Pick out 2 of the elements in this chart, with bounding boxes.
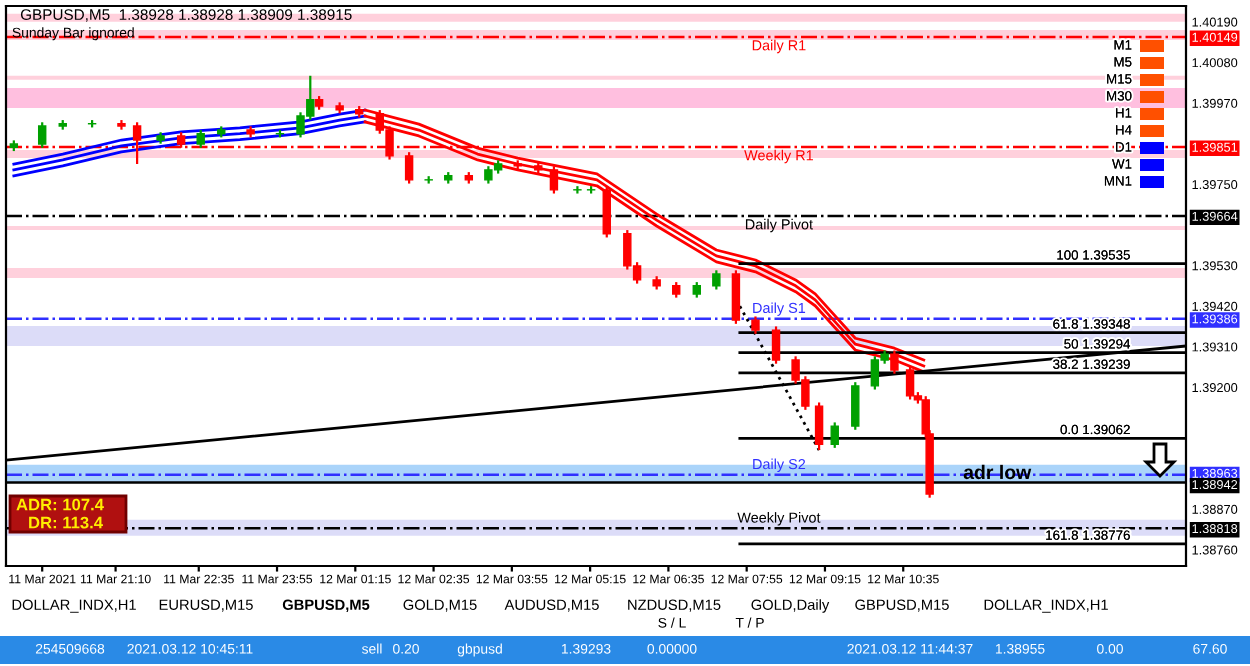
annotation: ADR: 107.4 (16, 498, 104, 511)
annotation: DR: 113.4 (29, 516, 103, 529)
